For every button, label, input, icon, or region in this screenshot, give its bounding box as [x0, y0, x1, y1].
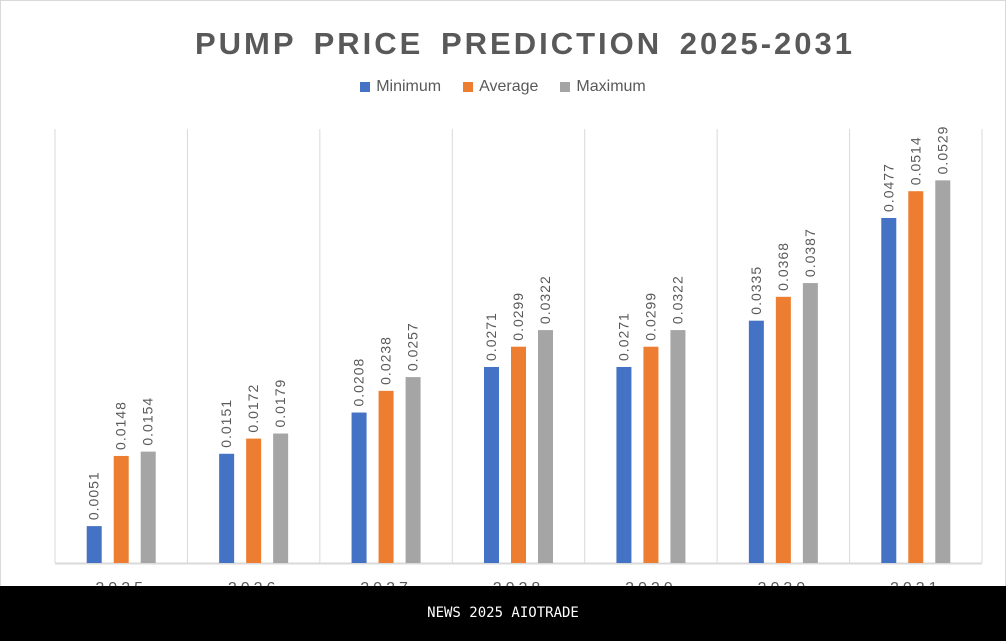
data-label: 0.0257 [405, 322, 421, 371]
legend-label: Average [479, 78, 539, 95]
bar-maximum [802, 283, 818, 563]
data-label: 0.0514 [907, 136, 923, 185]
bar-minimum [484, 366, 499, 563]
bar-average [643, 346, 659, 563]
data-label: 0.0154 [140, 397, 156, 446]
bar-minimum [881, 217, 897, 563]
bar-maximum [670, 330, 686, 563]
legend-swatch [463, 82, 474, 92]
bar-minimum [219, 453, 235, 563]
bar-average [775, 296, 791, 563]
bar-minimum [616, 366, 632, 563]
data-label: 0.0271 [483, 312, 499, 361]
data-label: 0.0322 [669, 275, 685, 324]
data-label: 0.0151 [218, 399, 234, 448]
legend: Minimum Average Maximum [0, 78, 1006, 96]
bar-average [113, 455, 129, 563]
data-label: 0.0477 [880, 163, 896, 212]
data-label: 0.0368 [775, 242, 791, 291]
data-label: 0.0208 [351, 358, 367, 407]
data-label: 0.0148 [113, 401, 129, 450]
legend-label: Minimum [376, 78, 442, 95]
data-label: 0.0299 [510, 292, 526, 341]
data-label: 0.0322 [537, 275, 553, 324]
bar-maximum [935, 180, 951, 563]
data-label: 0.0179 [272, 379, 288, 428]
bar-average [246, 438, 262, 563]
data-label: 0.0335 [748, 266, 764, 315]
data-label: 0.0238 [378, 336, 394, 385]
bar-maximum [405, 377, 421, 563]
legend-label: Maximum [576, 78, 646, 95]
data-label: 0.0387 [802, 228, 818, 277]
bar-average [378, 390, 394, 563]
footer-banner: NEWS 2025 AIOTRADE [0, 586, 1006, 641]
data-label: 0.0172 [245, 384, 261, 433]
bar-minimum [748, 320, 764, 563]
legend-swatch [360, 82, 371, 92]
bar-average [908, 191, 924, 563]
data-label: 0.0299 [642, 292, 658, 341]
bar-minimum [351, 412, 367, 563]
legend-item-average: Average [463, 78, 538, 96]
data-label: 0.0051 [86, 471, 102, 520]
legend-item-maximum: Maximum [560, 78, 646, 96]
bar-average [511, 346, 526, 563]
bar-maximum [538, 330, 553, 563]
bar-maximum [273, 433, 289, 563]
data-label: 0.0529 [934, 126, 950, 175]
bar-maximum [140, 451, 156, 563]
legend-item-minimum: Minimum [360, 78, 441, 96]
data-label: 0.0271 [615, 312, 631, 361]
legend-swatch [560, 82, 571, 92]
chart-title: PUMP PRICE PREDICTION 2025-2031 [194, 26, 855, 61]
bar-minimum [86, 526, 102, 563]
